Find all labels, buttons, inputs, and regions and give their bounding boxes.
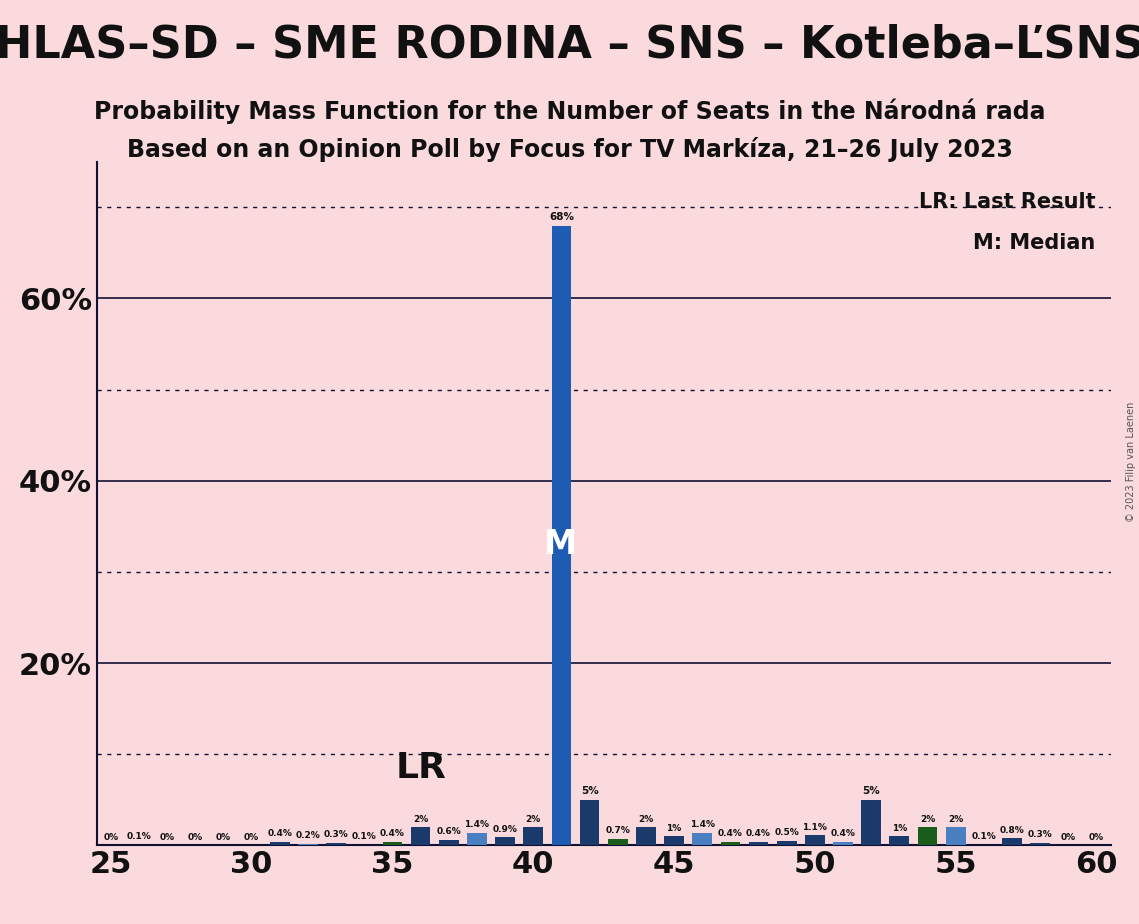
Text: 1.1%: 1.1% — [802, 822, 827, 832]
Text: 0.3%: 0.3% — [1027, 830, 1052, 839]
Text: 0.1%: 0.1% — [126, 832, 151, 841]
Text: 0.4%: 0.4% — [380, 829, 405, 838]
Bar — [580, 800, 599, 845]
Text: 0%: 0% — [159, 833, 174, 842]
Bar — [805, 835, 825, 845]
Text: © 2023 Filip van Laenen: © 2023 Filip van Laenen — [1126, 402, 1136, 522]
Text: 0.8%: 0.8% — [1000, 825, 1024, 834]
Text: 0%: 0% — [216, 833, 231, 842]
Text: 2%: 2% — [948, 815, 964, 823]
Text: 0.4%: 0.4% — [718, 829, 743, 838]
Text: Probability Mass Function for the Number of Seats in the Národná rada: Probability Mass Function for the Number… — [93, 99, 1046, 125]
Bar — [383, 842, 402, 845]
Text: HLAS–SD – SME RODINA – SNS – Kotleba–ĽSNS: HLAS–SD – SME RODINA – SNS – Kotleba–ĽSN… — [0, 23, 1139, 67]
Text: Based on an Opinion Poll by Focus for TV Markíza, 21–26 July 2023: Based on an Opinion Poll by Focus for TV… — [126, 137, 1013, 162]
Bar — [411, 827, 431, 845]
Bar — [326, 843, 346, 845]
Text: 0.5%: 0.5% — [775, 828, 800, 837]
Text: M: M — [543, 529, 576, 561]
Text: 5%: 5% — [862, 786, 880, 796]
Text: 0.4%: 0.4% — [268, 829, 293, 838]
Bar — [439, 840, 459, 845]
Bar — [270, 842, 289, 845]
Bar — [467, 833, 486, 845]
Text: 0%: 0% — [244, 833, 260, 842]
Bar — [1031, 843, 1050, 845]
Text: 2%: 2% — [638, 815, 654, 823]
Text: 0%: 0% — [1089, 833, 1104, 842]
Bar — [495, 837, 515, 845]
Text: 0.4%: 0.4% — [830, 829, 855, 838]
Bar — [693, 833, 712, 845]
Text: 0.4%: 0.4% — [746, 829, 771, 838]
Text: 0%: 0% — [1060, 833, 1076, 842]
Text: 1%: 1% — [666, 823, 682, 833]
Bar — [1002, 838, 1022, 845]
Text: 0.3%: 0.3% — [323, 830, 349, 839]
Text: M: Median: M: Median — [973, 234, 1096, 253]
Text: 1.4%: 1.4% — [690, 820, 715, 829]
Text: 5%: 5% — [581, 786, 598, 796]
Text: 0.7%: 0.7% — [605, 826, 630, 835]
Text: 68%: 68% — [549, 212, 574, 222]
Text: LR: LR — [395, 751, 446, 785]
Text: 0%: 0% — [188, 833, 203, 842]
Bar — [833, 842, 853, 845]
Text: LR: Last Result: LR: Last Result — [919, 192, 1096, 213]
Text: 2%: 2% — [525, 815, 541, 823]
Bar — [298, 844, 318, 845]
Text: 2%: 2% — [920, 815, 935, 823]
Bar — [664, 836, 683, 845]
Text: 0.1%: 0.1% — [972, 832, 997, 841]
Text: 2%: 2% — [413, 815, 428, 823]
Bar — [861, 800, 882, 845]
Bar — [748, 842, 769, 845]
Bar — [945, 827, 966, 845]
Bar — [890, 836, 909, 845]
Bar — [721, 842, 740, 845]
Text: 0.2%: 0.2% — [296, 831, 320, 840]
Bar — [777, 841, 796, 845]
Bar — [636, 827, 656, 845]
Bar — [608, 839, 628, 845]
Bar — [524, 827, 543, 845]
Text: 0%: 0% — [104, 833, 118, 842]
Text: 0.9%: 0.9% — [493, 824, 517, 833]
Text: 0.6%: 0.6% — [436, 827, 461, 836]
Bar — [551, 225, 572, 845]
Text: 0.1%: 0.1% — [352, 832, 377, 841]
Bar — [918, 827, 937, 845]
Text: 1%: 1% — [892, 823, 907, 833]
Text: 1.4%: 1.4% — [465, 820, 490, 829]
